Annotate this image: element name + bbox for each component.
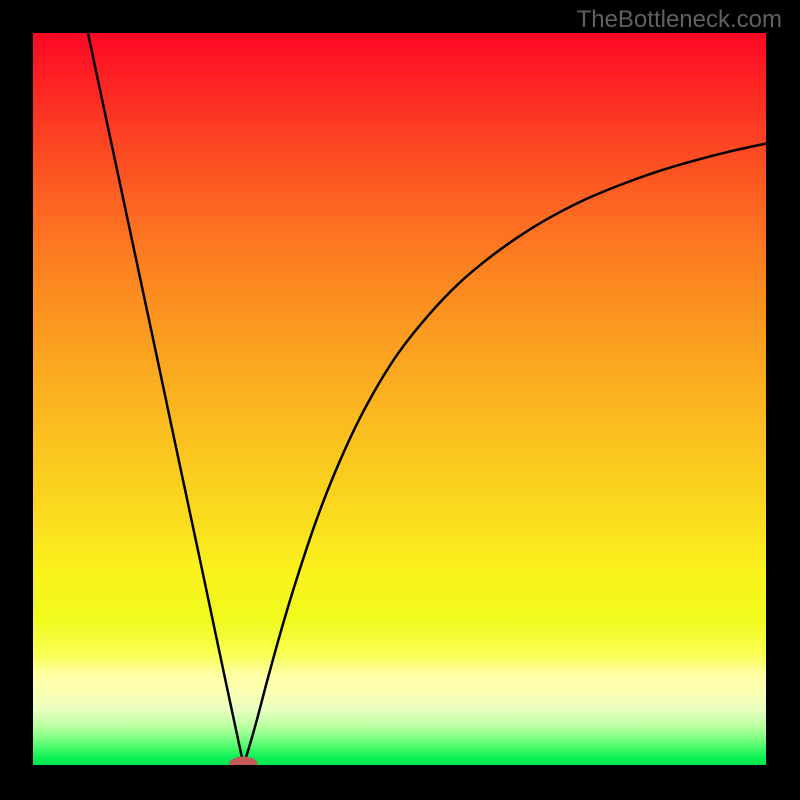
gradient-background xyxy=(33,33,766,765)
bottleneck-chart xyxy=(0,0,800,800)
watermark-text: TheBottleneck.com xyxy=(577,6,782,34)
chart-frame: TheBottleneck.com xyxy=(0,0,800,800)
optimal-marker xyxy=(229,757,257,771)
